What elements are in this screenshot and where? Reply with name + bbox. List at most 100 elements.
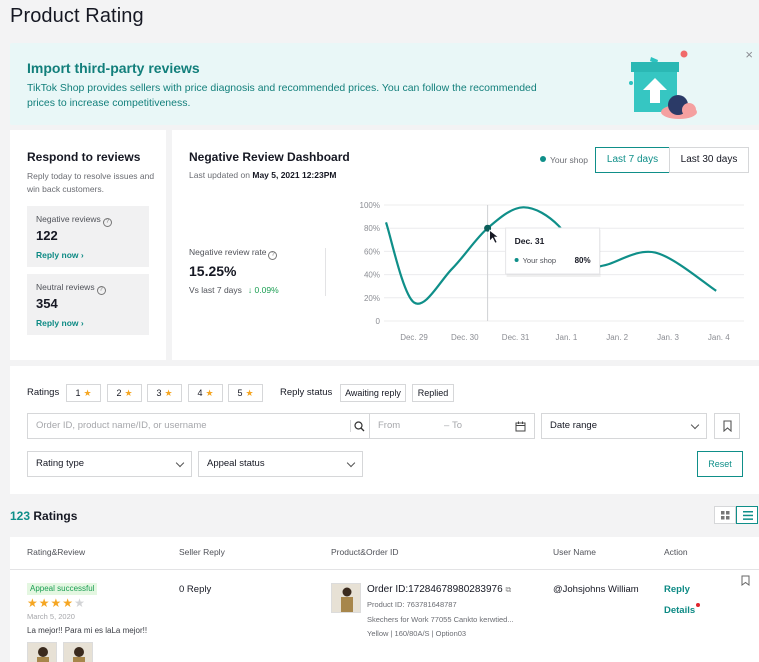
ratings-label: Ratings: [27, 387, 60, 398]
reply-button[interactable]: Reply: [664, 584, 690, 595]
bookmark-button[interactable]: [714, 413, 740, 439]
chevron-down-icon: [175, 458, 185, 468]
x-tick-label: Jan. 3: [657, 333, 679, 342]
help-icon[interactable]: ?: [96, 286, 106, 295]
last-updated: Last updated on May 5, 2021 12:23PM: [189, 170, 337, 180]
star-filled-icon: ★: [27, 596, 39, 610]
review-text: La mejor!! Para mi es laLa mejor!!: [27, 626, 148, 635]
notification-dot: [696, 603, 701, 607]
star-icon: ★: [205, 388, 214, 398]
details-button[interactable]: Details: [664, 603, 701, 616]
rating-chip-3[interactable]: 3 ★: [147, 384, 182, 402]
list-view-button[interactable]: [736, 506, 758, 524]
reset-button[interactable]: Reset: [697, 451, 743, 477]
star-rating: ★★★★★: [27, 596, 86, 610]
header-user-name: User Name: [553, 547, 596, 557]
neutral-reviews-count: 354: [36, 296, 58, 311]
y-tick-label: 20%: [364, 294, 380, 303]
y-tick-label: 80%: [364, 224, 380, 233]
review-date: March 5, 2020: [27, 612, 75, 621]
product-id: Product ID: 763781648787: [367, 600, 457, 609]
bookmark-icon[interactable]: [741, 575, 750, 586]
grid-icon: [721, 511, 730, 520]
x-tick-label: Jan. 4: [708, 333, 730, 342]
banner-text: TikTok Shop provides sellers with price …: [27, 82, 537, 109]
rating-chip-5[interactable]: 5 ★: [228, 384, 263, 402]
respond-title: Respond to reviews: [27, 150, 141, 164]
respond-to-reviews-card: Respond to reviews Reply today to resolv…: [10, 130, 166, 360]
replied-chip[interactable]: Replied: [412, 384, 454, 402]
product-name: Skechers for Work 77055 Cankto kerwtied.…: [367, 615, 514, 624]
negative-reviews-box: Negative reviews? 122 Reply now ›: [27, 206, 149, 267]
banner-heading: Import third-party reviews: [27, 60, 200, 76]
help-icon[interactable]: ?: [268, 251, 278, 260]
reply-status-label: Reply status: [280, 387, 333, 398]
appeal-status-select[interactable]: Appeal status: [198, 451, 363, 477]
page-title: Product Rating: [10, 5, 144, 27]
y-tick-label: 0: [376, 317, 381, 326]
review-image[interactable]: [63, 642, 93, 662]
rate-value: 15.25%: [189, 263, 237, 279]
chart-legend: Your shop: [540, 155, 588, 165]
negative-reply-now-link[interactable]: Reply now ›: [36, 250, 84, 260]
review-image[interactable]: [27, 642, 57, 662]
chevron-right-icon: ›: [80, 318, 84, 328]
star-filled-icon: ★: [62, 596, 75, 610]
ratings-count-bar: 123 Ratings: [10, 502, 759, 532]
rating-chip-2[interactable]: 2 ★: [107, 384, 142, 402]
star-icon: ★: [83, 388, 92, 398]
copy-icon[interactable]: ⧉: [505, 585, 512, 594]
respond-subtitle: Reply today to resolve issues and win ba…: [27, 171, 155, 194]
y-tick-label: 40%: [364, 271, 380, 280]
date-from-to-input[interactable]: From – To: [369, 413, 535, 439]
product-image[interactable]: [331, 583, 361, 613]
star-filled-icon: ★: [38, 596, 51, 610]
range-last-30-days[interactable]: Last 30 days: [669, 147, 749, 173]
rating-chip-1[interactable]: 1 ★: [66, 384, 101, 402]
x-tick-label: Dec. 31: [502, 333, 530, 342]
rating-chip-4[interactable]: 4 ★: [188, 384, 223, 402]
series-line-your-shop: [384, 206, 717, 305]
rating-type-select[interactable]: Rating type: [27, 451, 192, 477]
neutral-reviews-label: Neutral reviews: [36, 282, 95, 292]
ratings-count: 123 Ratings: [10, 509, 78, 523]
search-icon[interactable]: [354, 421, 365, 432]
awaiting-reply-chip[interactable]: Awaiting reply: [340, 384, 406, 402]
tooltip-date: Dec. 31: [515, 236, 545, 246]
bookmark-icon: [723, 420, 732, 432]
user-name: @Johsjohns William: [553, 584, 639, 595]
header-product-order: Product&Order ID: [331, 547, 399, 557]
negative-reviews-count: 122: [36, 228, 58, 243]
negative-reviews-label: Negative reviews: [36, 214, 101, 224]
help-icon[interactable]: ?: [102, 218, 112, 227]
legend-dot: [540, 156, 546, 162]
chevron-right-icon: ›: [80, 250, 84, 260]
header-action: Action: [664, 547, 688, 557]
neutral-reply-now-link[interactable]: Reply now ›: [36, 318, 84, 328]
date-range-select[interactable]: Date range: [541, 413, 707, 439]
seller-reply-count: 0 Reply: [179, 584, 212, 595]
search-input[interactable]: Order ID, product name/ID, or username: [27, 413, 372, 439]
y-tick-label: 60%: [364, 247, 380, 256]
grid-view-button[interactable]: [714, 506, 736, 524]
star-filled-icon: ★: [50, 596, 63, 610]
rate-change: ↓ 0.09%: [247, 285, 279, 295]
rate-label: Negative review rate: [189, 247, 267, 257]
header-rating-review: Rating&Review: [27, 547, 86, 557]
upload-box-illustration: [629, 50, 697, 119]
ratings-table: Rating&Review Seller Reply Product&Order…: [10, 537, 759, 662]
calendar-icon[interactable]: [515, 421, 526, 432]
order-id: Order ID:17284678980283976 ⧉: [367, 584, 512, 595]
from-placeholder: From: [378, 420, 401, 431]
import-reviews-banner: Import third-party reviews TikTok Shop p…: [10, 43, 759, 125]
close-icon[interactable]: ×: [745, 47, 753, 62]
tooltip-series: Your shop: [523, 256, 557, 265]
chevron-down-icon: [346, 458, 356, 468]
chevron-down-icon: [690, 420, 700, 430]
x-tick-label: Jan. 1: [556, 333, 578, 342]
x-tick-label: Dec. 30: [451, 333, 479, 342]
negative-rate-line-chart: 0 20% 40% 60% 80% 100% Dec. 29 Dec. 30 Dec. 31 Ja…: [360, 201, 744, 342]
list-icon: [743, 511, 753, 520]
x-tick-label: Dec. 29: [400, 333, 428, 342]
tooltip-box: [505, 227, 601, 275]
